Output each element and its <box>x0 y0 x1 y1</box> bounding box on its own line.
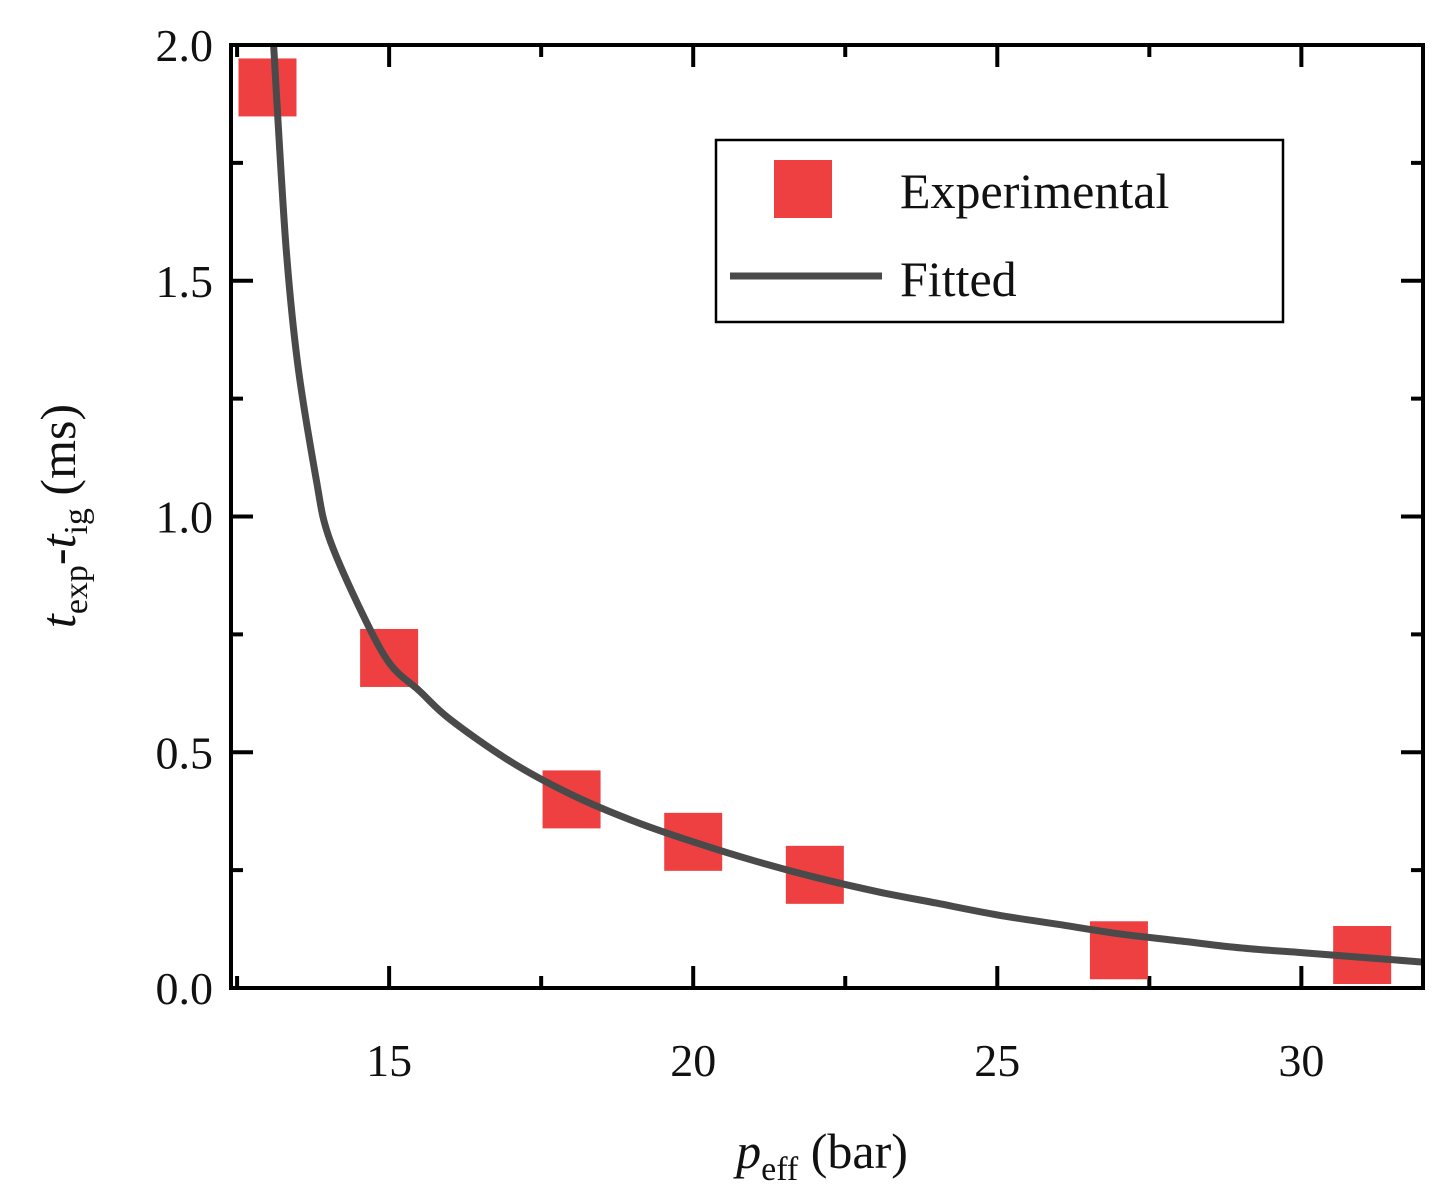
y-tick-label: 0.5 <box>156 727 214 778</box>
legend-label-fitted: Fitted <box>900 251 1017 307</box>
x-tick-label: 15 <box>366 1035 412 1086</box>
x-tick-label: 20 <box>670 1035 716 1086</box>
experimental-point-13 <box>238 58 297 117</box>
ticks-layer: 15 20 25 30 0.0 0.5 1.0 1.5 2.0 <box>156 20 1423 1086</box>
experimental-point-18 <box>542 770 601 829</box>
plot-frame <box>229 43 1425 990</box>
y-tick-label: 0.0 <box>156 963 214 1014</box>
x-axis-title: peff (bar) <box>733 1123 908 1188</box>
fitted-curve <box>270 45 1423 966</box>
y-tick-label: 2.0 <box>156 20 214 71</box>
legend-marker-experimental <box>774 160 832 218</box>
y-axis-title: texp-tig (ms) <box>30 404 95 628</box>
y-tick-label: 1.0 <box>156 492 214 543</box>
x-tick-label: 30 <box>1278 1035 1324 1086</box>
fitted-line-layer <box>270 45 1423 966</box>
x-tick-label: 25 <box>974 1035 1020 1086</box>
legend-label-experimental: Experimental <box>900 163 1169 219</box>
legend: Experimental Fitted <box>714 138 1285 324</box>
y-tick-label: 1.5 <box>156 256 214 307</box>
